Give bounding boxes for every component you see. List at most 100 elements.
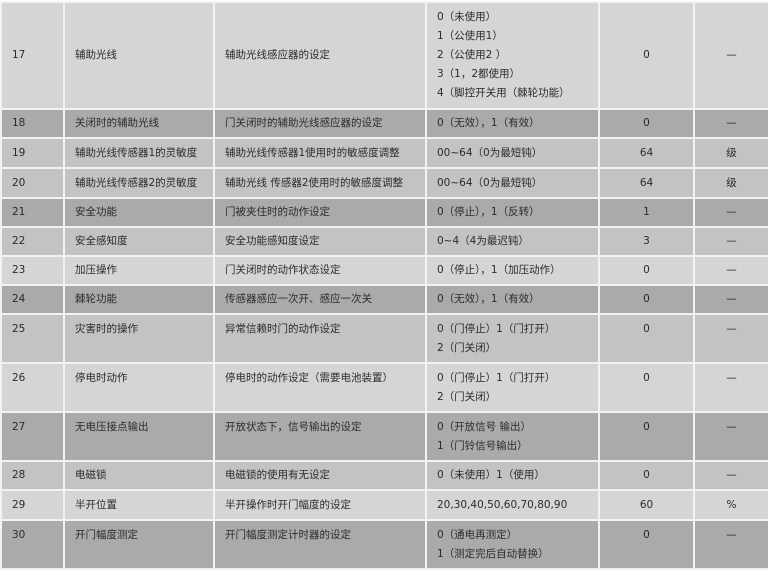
param-options: 0（开放信号 输出） 1（门铃信号输出） <box>425 411 600 462</box>
table-row: 23 加压操作 门关闭时的动作状态设定 0（停止），1（加压动作） 0— <box>0 255 768 286</box>
param-options: 0（未使用）1（使用） <box>425 460 600 491</box>
param-number: 29 <box>0 489 65 521</box>
param-name: 棘轮功能 <box>63 284 215 315</box>
param-options: 20,30,40,50,60,70,80,90 <box>425 489 600 521</box>
param-options: 0（无效），1（有效） <box>425 284 600 315</box>
param-default: 64 <box>598 167 695 199</box>
option-item: 0（未使用） <box>437 11 497 23</box>
option-item: 0（停止），1（加压动作） <box>437 264 561 276</box>
param-name: 辅助光线 <box>63 1 215 110</box>
param-number: 23 <box>0 255 65 286</box>
param-options: 0（未使用） 1（公使用1） 2（公使用2 ） 3（1，2都使用） 4（脚控开关用（棘轮… <box>425 1 600 110</box>
param-number: 27 <box>0 411 65 462</box>
table-row: 30 开门幅度测定 开门幅度测定计时器的设定 0（通电再测定） 1（测定完后自动替换） 0… <box>0 519 768 570</box>
param-options: 00~64（0为最短钝） <box>425 137 600 169</box>
table-row: 28 电磁锁 电磁锁的使用有无设定 0（未使用）1（使用） 0— <box>0 460 768 491</box>
option-item: 1（公使用1） <box>437 30 503 42</box>
param-description: 辅助光线 传感器2使用时的敏感度调整 <box>213 167 427 199</box>
param-description: 门关闭时的辅助光线感应器的设定 <box>213 108 427 139</box>
param-default: 0 <box>598 1 695 110</box>
option-item: 0（门停止）1（门打开） <box>437 323 556 335</box>
param-unit: 级 <box>693 167 768 199</box>
param-options: 0（门停止）1（门打开） 2（门关闭） <box>425 313 600 364</box>
param-name: 电磁锁 <box>63 460 215 491</box>
param-description: 辅助光线感应器的设定 <box>213 1 427 110</box>
param-number: 18 <box>0 108 65 139</box>
table-row: 21 安全功能 门被夹住时的动作设定 0（停止），1（反转） 1— <box>0 197 768 228</box>
param-default: 0 <box>598 284 695 315</box>
param-default: 0 <box>598 313 695 364</box>
table-row: 29 半开位置 半开操作时开门幅度的设定 20,30,40,50,60,70,80,9… <box>0 489 768 521</box>
param-unit: — <box>693 197 768 228</box>
param-description: 半开操作时开门幅度的设定 <box>213 489 427 521</box>
param-default: 0 <box>598 411 695 462</box>
param-default: 0 <box>598 519 695 570</box>
param-unit: — <box>693 255 768 286</box>
table-row: 26 停电时动作 停电时的动作设定（需要电池装置） 0（门停止）1（门打开） 2（门关闭… <box>0 362 768 413</box>
param-default: 0 <box>598 255 695 286</box>
option-item: 2（门关闭） <box>437 391 497 403</box>
option-item: 2（门关闭） <box>437 342 497 354</box>
param-name: 无电压接点输出 <box>63 411 215 462</box>
param-unit: — <box>693 460 768 491</box>
param-name: 辅助光线传感器2的灵敏度 <box>63 167 215 199</box>
param-number: 21 <box>0 197 65 228</box>
param-description: 停电时的动作设定（需要电池装置） <box>213 362 427 413</box>
option-item: 0~4（4为最迟钝） <box>437 235 529 247</box>
param-unit: — <box>693 226 768 257</box>
param-description: 开放状态下，信号输出的设定 <box>213 411 427 462</box>
option-item: 0（停止），1（反转） <box>437 206 540 218</box>
param-default: 0 <box>598 460 695 491</box>
param-name: 停电时动作 <box>63 362 215 413</box>
param-default: 1 <box>598 197 695 228</box>
param-unit: — <box>693 108 768 139</box>
table-row: 20 辅助光线传感器2的灵敏度 辅助光线 传感器2使用时的敏感度调整 00~64（0为… <box>0 167 768 199</box>
table-row: 17 辅助光线 辅助光线感应器的设定 0（未使用） 1（公使用1） 2（公使用2 ） 3（1… <box>0 1 768 110</box>
option-item: 00~64（0为最短钝） <box>437 146 543 159</box>
param-description: 开门幅度测定计时器的设定 <box>213 519 427 570</box>
param-number: 30 <box>0 519 65 570</box>
table-row: 24 棘轮功能 传感器感应一次开、感应一次关 0（无效），1（有效） 0— <box>0 284 768 315</box>
param-description: 门被夹住时的动作设定 <box>213 197 427 228</box>
param-unit: — <box>693 313 768 364</box>
param-name: 关闭时的辅助光线 <box>63 108 215 139</box>
option-item: 4（脚控开关用（棘轮功能） <box>437 87 570 99</box>
param-number: 19 <box>0 137 65 169</box>
param-options: 0（停止），1（加压动作） <box>425 255 600 286</box>
param-default: 64 <box>598 137 695 169</box>
param-unit: 级 <box>693 137 768 169</box>
param-description: 传感器感应一次开、感应一次关 <box>213 284 427 315</box>
param-unit: % <box>693 489 768 521</box>
param-unit: — <box>693 284 768 315</box>
table-row: 25 灾害时的操作 异常信赖时门的动作设定 0（门停止）1（门打开） 2（门关闭） 0— <box>0 313 768 364</box>
param-name: 安全功能 <box>63 197 215 228</box>
table-row: 19 辅助光线传感器1的灵敏度 辅助光线传感器1使用时的敏感度调整 00~64（0为最… <box>0 137 768 169</box>
param-number: 22 <box>0 226 65 257</box>
param-options: 0~4（4为最迟钝） <box>425 226 600 257</box>
param-description: 门关闭时的动作状态设定 <box>213 255 427 286</box>
param-default: 3 <box>598 226 695 257</box>
option-item: 0（门停止）1（门打开） <box>437 372 556 384</box>
option-item: 0（开放信号 输出） <box>437 421 532 433</box>
option-item: 00~64（0为最短钝） <box>437 176 543 189</box>
param-description: 电磁锁的使用有无设定 <box>213 460 427 491</box>
option-item: 2（公使用2 ） <box>437 49 507 61</box>
param-number: 25 <box>0 313 65 364</box>
option-item: 3（1，2都使用） <box>437 68 521 80</box>
param-name: 安全感知度 <box>63 226 215 257</box>
param-unit: — <box>693 1 768 110</box>
param-description: 异常信赖时门的动作设定 <box>213 313 427 364</box>
param-options: 0（通电再测定） 1（测定完后自动替换） <box>425 519 600 570</box>
param-number: 17 <box>0 1 65 110</box>
param-options: 0（停止），1（反转） <box>425 197 600 228</box>
option-item: 0（无效），1（有效） <box>437 117 540 129</box>
option-item: 0（通电再测定） <box>437 529 518 541</box>
param-options: 00~64（0为最短钝） <box>425 167 600 199</box>
param-name: 加压操作 <box>63 255 215 286</box>
param-default: 0 <box>598 108 695 139</box>
param-options: 0（无效），1（有效） <box>425 108 600 139</box>
param-number: 26 <box>0 362 65 413</box>
param-unit: — <box>693 519 768 570</box>
param-number: 24 <box>0 284 65 315</box>
